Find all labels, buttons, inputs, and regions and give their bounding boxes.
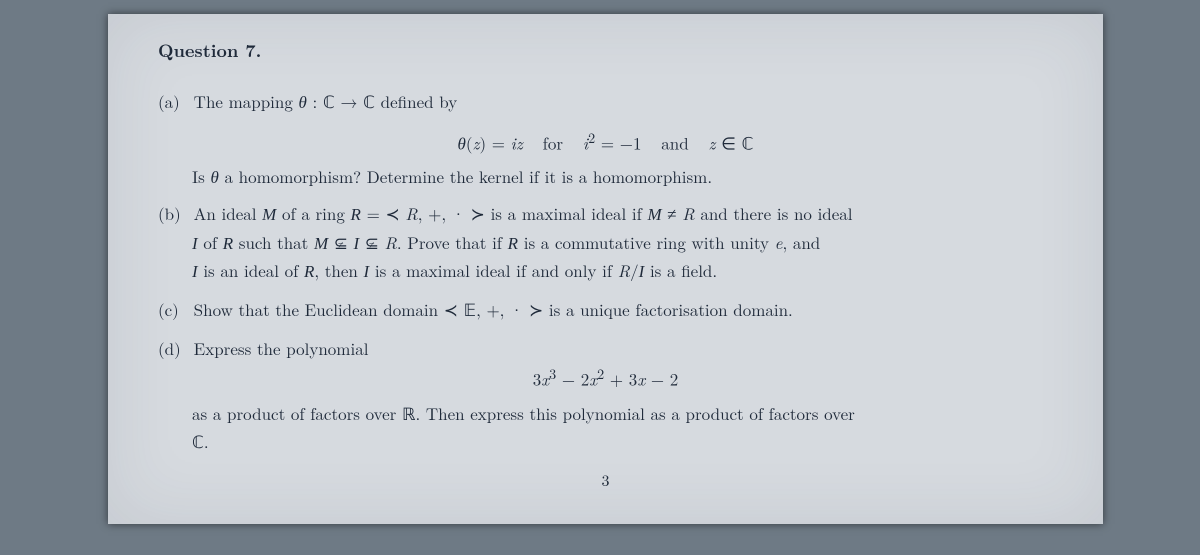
part-b: (b) An ideal M of a ring R = ≺ R, +, · ≻… [158, 201, 1053, 228]
part-b-label: (b) [158, 201, 188, 226]
part-c-text: Show that the Euclidean domain ≺ 𝔼, +, ·… [194, 297, 793, 321]
page-number: 3 [158, 468, 1053, 491]
part-d-followup: as a product of factors over ℝ. Then exp… [158, 401, 1053, 428]
part-d-intro: Express the polynomial [194, 336, 369, 360]
part-a-label: (a) [158, 89, 188, 114]
part-c-label: (c) [158, 297, 188, 322]
part-a-intro: The mapping θ : ℂ → ℂ defined by [194, 89, 458, 113]
part-a: (a) The mapping θ : ℂ → ℂ defined by [158, 89, 1053, 116]
part-d-label: (d) [158, 336, 188, 361]
part-a-followup: Is θ a homomorphism? Determine the kerne… [158, 164, 1053, 189]
part-b-line1: An ideal M of a ring R = ≺ R, +, · ≻ is … [194, 201, 853, 225]
question-title: Question 7. [158, 38, 1053, 63]
part-b-line2: I of R such that M ⊆ I ⊆ R. Prove that i… [158, 230, 1053, 257]
part-d: (d) Express the polynomial [158, 336, 1053, 361]
document-page: Question 7. (a) The mapping θ : ℂ → ℂ de… [108, 14, 1103, 524]
part-a-formula: θ(z) = iz for i2 = −1 and z ∈ ℂ [158, 128, 1053, 155]
part-d-followup2: ℂ. [158, 429, 1053, 456]
part-b-line3: I is an ideal of R, then I is a maximal … [158, 258, 1053, 285]
part-c: (c) Show that the Euclidean domain ≺ 𝔼, … [158, 297, 1053, 324]
part-d-formula: 3x3 − 2x2 + 3x − 2 [158, 364, 1053, 391]
